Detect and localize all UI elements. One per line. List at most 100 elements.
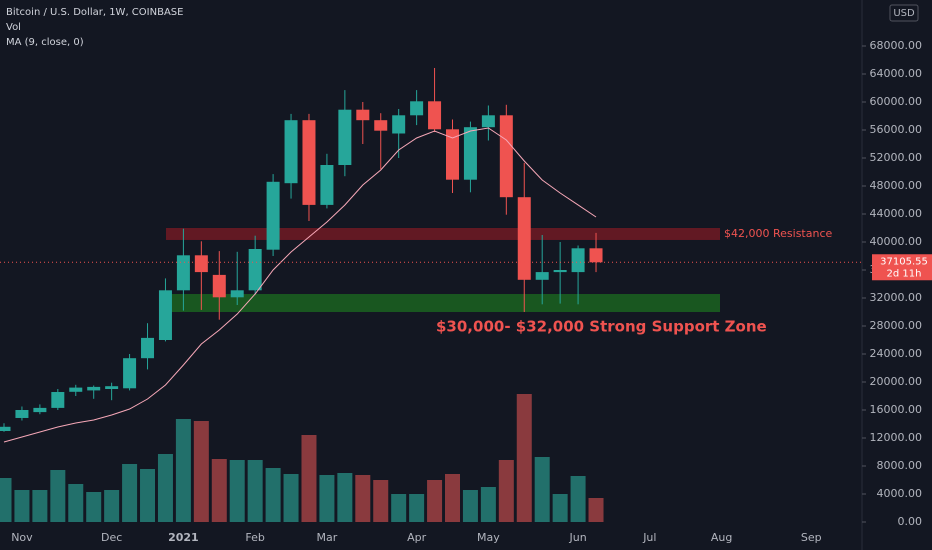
zone-label: $42,000 Resistance: [724, 227, 832, 240]
volume-bar: [68, 483, 84, 522]
volume-bar: [319, 475, 335, 522]
volume-bar: [588, 497, 604, 522]
candle-body: [105, 386, 119, 389]
candle-body: [194, 255, 208, 273]
volume-bar: [140, 469, 156, 522]
zone-label: $30,000- $32,000 Strong Support Zone: [436, 317, 767, 335]
volume-bar: [391, 493, 407, 522]
currency-label[interactable]: USD: [893, 8, 915, 19]
candle-body: [302, 120, 316, 205]
candle-body: [51, 392, 65, 408]
volume-bar: [229, 459, 245, 522]
candle-body: [87, 386, 101, 391]
volume-bar: [373, 479, 389, 522]
y-tick-label: 60000.00: [870, 95, 923, 108]
x-tick-label: Nov: [11, 531, 33, 544]
volume-bar: [14, 490, 30, 522]
y-tick-label: 32000.00: [870, 291, 923, 304]
y-tick-label: 20000.00: [870, 375, 923, 388]
volume-bar: [211, 458, 227, 522]
volume-bar: [337, 472, 353, 522]
candle-body: [446, 129, 459, 180]
x-tick-label: Feb: [245, 531, 264, 544]
volume-bar: [445, 473, 460, 522]
candle-body: [158, 290, 172, 340]
volume-bar: [552, 493, 568, 522]
y-tick-label: 24000.00: [870, 347, 923, 360]
candle-body: [571, 248, 585, 273]
y-tick-label: 8000.00: [877, 459, 923, 472]
candle-body: [517, 197, 531, 280]
candle-body: [535, 272, 549, 280]
y-tick-label: 52000.00: [870, 151, 923, 164]
x-tick-label: May: [477, 531, 500, 544]
x-tick-label: Apr: [407, 531, 427, 544]
volume-bar: [498, 459, 514, 522]
candle-body: [15, 409, 29, 418]
x-tick-label: Aug: [711, 531, 732, 544]
volume-bar: [409, 493, 425, 522]
y-tick-label: 40000.00: [870, 235, 923, 248]
volume-bar: [50, 469, 66, 522]
volume-bar: [32, 490, 48, 522]
candle-body: [589, 248, 603, 263]
x-tick-label: Mar: [317, 531, 338, 544]
y-tick-label: 44000.00: [870, 207, 923, 220]
volume-bar: [480, 486, 496, 522]
zone: [166, 294, 720, 312]
y-tick-label: 64000.00: [870, 67, 923, 80]
volume-bar: [122, 463, 138, 522]
volume-bar: [86, 491, 102, 522]
countdown-label: 2d 11h: [887, 268, 922, 279]
chart-title: Bitcoin / U.S. Dollar, 1W, COINBASE: [6, 7, 183, 18]
indicator-label: Vol: [6, 22, 21, 33]
y-tick-label: 68000.00: [870, 39, 923, 52]
x-tick-label: Sep: [801, 531, 822, 544]
volume-bar: [104, 490, 120, 522]
y-tick-label: 0.00: [898, 515, 923, 528]
volume-bar: [157, 454, 173, 522]
volume-bar: [175, 419, 191, 522]
candle-body: [248, 248, 262, 291]
candle-body: [463, 127, 477, 180]
last-price-label: 37105.55: [880, 256, 928, 267]
candle-body: [338, 109, 352, 165]
volume-bar: [0, 477, 12, 522]
x-tick-label: Jun: [568, 531, 586, 544]
candle-body: [374, 120, 388, 131]
candle-body: [410, 101, 424, 116]
volume-bar: [193, 420, 209, 522]
indicator-label: MA (9, close, 0): [6, 37, 84, 48]
volume-bar: [427, 479, 443, 522]
y-tick-label: 12000.00: [870, 431, 923, 444]
candle-body: [320, 164, 334, 205]
volume-bar: [301, 434, 317, 522]
candle-body: [428, 101, 442, 130]
candle-body: [212, 274, 226, 298]
candle-body: [0, 426, 11, 431]
y-tick-label: 16000.00: [870, 403, 923, 416]
x-tick-label: Jul: [642, 531, 656, 544]
volume-bar: [516, 393, 532, 522]
volume-bar: [265, 468, 281, 522]
x-tick-label: 2021: [168, 531, 199, 544]
volume-bar: [247, 459, 263, 522]
volume-bar: [355, 475, 371, 522]
candle-body: [392, 115, 406, 134]
volume-bar: [534, 456, 550, 522]
candle-body: [284, 120, 298, 184]
price-label-box: [872, 254, 932, 281]
ma-line: [3, 127, 597, 443]
candle-body: [499, 115, 513, 198]
zone: [166, 227, 720, 240]
candle-body: [481, 115, 495, 128]
currency-box[interactable]: [889, 4, 919, 22]
volume-bar: [462, 490, 478, 522]
candle-body: [230, 290, 244, 298]
candle-body: [33, 407, 47, 413]
candle-body: [141, 337, 155, 359]
volume-bar: [283, 473, 299, 522]
volume-bar: [570, 476, 586, 522]
